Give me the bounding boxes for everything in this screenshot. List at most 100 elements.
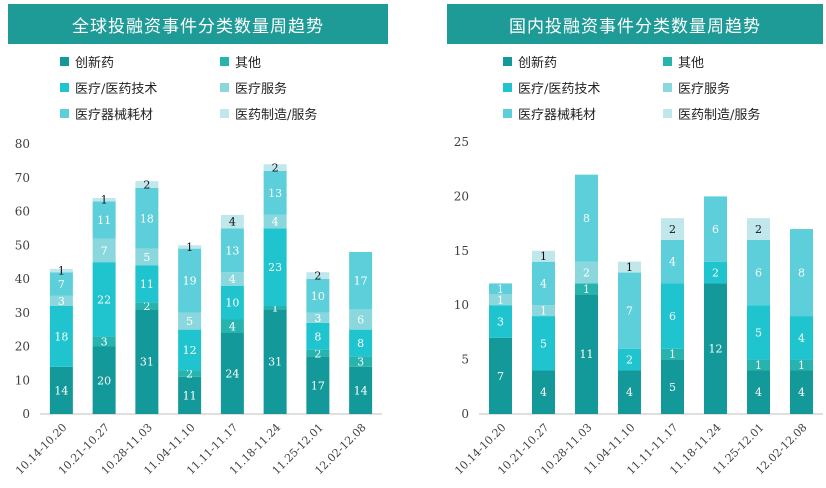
legend-swatch xyxy=(60,109,69,118)
bar-segment xyxy=(575,174,598,262)
data-label: 11 xyxy=(580,348,594,361)
data-label: 3 xyxy=(357,356,364,369)
bar-segment xyxy=(220,228,244,273)
bar-segment xyxy=(220,214,244,229)
bar-segment xyxy=(306,322,330,350)
data-label: 31 xyxy=(268,356,282,369)
data-label: 5 xyxy=(143,251,150,264)
bar-segment xyxy=(618,261,641,273)
legend-label: 医药制造/服务 xyxy=(235,108,318,123)
bar-segment xyxy=(747,239,770,306)
legend-item: 医疗服务 xyxy=(220,78,287,97)
bar-segment xyxy=(49,306,73,367)
bar-segment xyxy=(135,265,159,303)
data-label: 4 xyxy=(229,320,236,333)
bar-segment xyxy=(263,306,287,310)
bar-segment xyxy=(306,272,330,279)
legend-label: 其他 xyxy=(678,56,705,71)
bar-segment xyxy=(618,370,641,414)
legend-label: 医疗/医药技术 xyxy=(75,82,158,97)
data-label: 1 xyxy=(58,265,65,278)
data-label: 6 xyxy=(357,314,364,327)
legend-item: 其他 xyxy=(220,52,261,71)
y-tick-label: 60 xyxy=(15,205,30,219)
bar-segment xyxy=(349,252,373,310)
legend-item: 创新药 xyxy=(503,52,557,71)
legend-swatch xyxy=(60,83,69,92)
bar-segment xyxy=(49,272,73,296)
bar-segment xyxy=(135,181,159,188)
y-tick-label: 10 xyxy=(454,298,469,312)
data-label: 6 xyxy=(712,223,719,236)
data-label: 11 xyxy=(140,278,154,291)
bar-segment xyxy=(349,356,373,367)
bar-segment xyxy=(92,346,116,414)
legend-item: 医疗器械耗材 xyxy=(60,104,153,123)
data-label: 18 xyxy=(140,212,154,225)
bar-segment xyxy=(178,329,202,371)
data-label: 12 xyxy=(709,343,723,356)
legend-label: 医疗服务 xyxy=(678,82,731,97)
bar-segment xyxy=(49,366,73,414)
data-label: 5 xyxy=(186,315,193,328)
domestic-chart-panel: 国内投融资事件分类数量周趋势 创新药 其他 医疗/医药技术 医疗服务 医疗器械耗… xyxy=(413,0,826,488)
data-label: 19 xyxy=(183,275,197,288)
bar-segment xyxy=(349,309,373,330)
bar-segment xyxy=(92,262,116,337)
bar-segment xyxy=(220,333,244,414)
data-label: 1 xyxy=(497,283,504,296)
legend-swatch xyxy=(503,57,512,66)
data-label: 1 xyxy=(798,359,805,372)
data-label: 8 xyxy=(314,330,321,343)
data-label: 1 xyxy=(755,359,762,372)
bar-segment xyxy=(306,279,330,313)
legend-swatch xyxy=(220,57,229,66)
data-label: 18 xyxy=(54,330,68,343)
data-label: 2 xyxy=(314,270,321,283)
y-tick-label: 10 xyxy=(15,373,30,387)
data-label: 14 xyxy=(54,384,68,397)
data-label: 13 xyxy=(225,244,239,257)
bar-segment xyxy=(220,285,244,320)
legend-swatch xyxy=(663,109,672,118)
global-chart-panel: 全球投融资事件分类数量周趋势 创新药 其他 医疗/医药技术 医疗服务 医疗器械耗… xyxy=(8,4,388,477)
bar-segment xyxy=(747,359,770,371)
bar-segment xyxy=(178,248,202,313)
y-tick-label: 50 xyxy=(15,238,30,252)
bar-segment xyxy=(49,268,73,273)
bar-segment xyxy=(532,316,555,371)
bar-segment xyxy=(263,171,287,215)
legend-item: 医药制造/服务 xyxy=(663,104,760,123)
data-label: 2 xyxy=(755,223,762,236)
data-label: 4 xyxy=(669,256,676,269)
bar-segment xyxy=(49,295,73,306)
legend-swatch xyxy=(220,83,229,92)
data-label: 1 xyxy=(497,294,504,307)
y-tick-label: 40 xyxy=(15,272,30,286)
bar-segment xyxy=(747,218,770,240)
legend-item: 医疗/医药技术 xyxy=(60,78,157,97)
data-label: 2 xyxy=(143,179,150,192)
bar-segment xyxy=(618,348,641,371)
data-label: 5 xyxy=(669,381,676,394)
data-label: 3 xyxy=(314,312,321,325)
legend-swatch xyxy=(220,109,229,118)
data-label: 7 xyxy=(58,278,65,291)
bar-segment xyxy=(532,305,555,317)
y-tick-label: 70 xyxy=(15,171,30,185)
data-label: 23 xyxy=(268,261,282,274)
legend-item: 医疗/医药技术 xyxy=(503,78,600,97)
legend-label: 其他 xyxy=(235,56,262,71)
bar-segment xyxy=(790,370,813,414)
data-label: 11 xyxy=(183,389,197,402)
bar-segment xyxy=(349,329,373,357)
data-label: 20 xyxy=(97,374,111,387)
data-label: 1 xyxy=(669,348,676,361)
data-label: 24 xyxy=(225,368,239,381)
data-label: 1 xyxy=(626,261,633,274)
bar-segment xyxy=(661,359,684,414)
legend-item: 医药制造/服务 xyxy=(220,104,317,123)
data-label: 4 xyxy=(229,216,236,229)
data-label: 3 xyxy=(497,316,504,329)
data-label: 17 xyxy=(311,379,325,392)
